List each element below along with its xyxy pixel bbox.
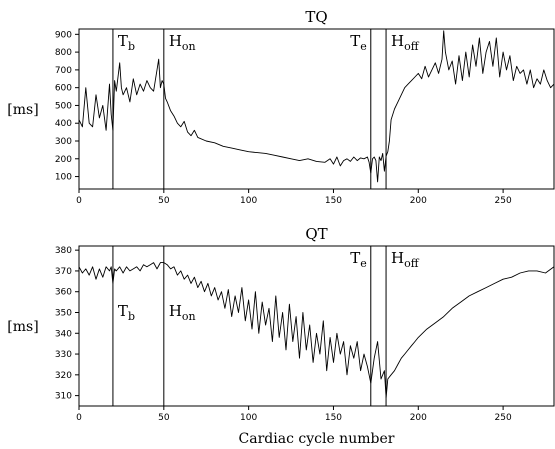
chart-panel-tq: TQ [ms] 0 50 100 150 200 250 100 200 300 400 500 600 7… — [7, 8, 555, 206]
y-tick-label: 500 — [55, 101, 72, 111]
chart-panel-qt: QT [ms] Cardiac cycle number 0 50 100 150 200 25… — [7, 225, 555, 447]
x-tick-label: 50 — [158, 196, 170, 206]
y-axis-label: [ms] — [7, 102, 38, 118]
y-tick-label: 360 — [55, 288, 72, 298]
y-tick-label: 310 — [55, 392, 72, 402]
y-tick-label: 320 — [55, 371, 72, 381]
marker-label-hoff: Hoff — [391, 249, 420, 270]
marker-label-te: Te — [350, 32, 367, 53]
x-tick-label: 250 — [495, 413, 512, 423]
y-tick-label: 800 — [55, 48, 72, 58]
series-line-tq — [78, 30, 555, 183]
y-tick-label: 330 — [55, 350, 72, 360]
y-tick-label: 380 — [55, 246, 72, 256]
x-axis-label: Cardiac cycle number — [239, 431, 395, 447]
y-tick-label: 340 — [55, 329, 72, 339]
x-tick-label: 200 — [410, 413, 427, 423]
x-tick-label: 200 — [410, 196, 427, 206]
chart-title: TQ — [305, 8, 327, 26]
x-tick-label: 100 — [240, 413, 257, 423]
y-tick-label: 200 — [55, 155, 72, 165]
x-tick-label: 150 — [325, 413, 342, 423]
marker-label-hoff: Hoff — [391, 32, 420, 53]
y-tick-label: 700 — [55, 66, 72, 76]
plot-frame — [78, 28, 555, 190]
x-tick-label: 50 — [158, 413, 170, 423]
y-tick-label: 900 — [55, 30, 72, 40]
y-tick-label: 300 — [55, 137, 72, 147]
x-tick-label: 250 — [495, 196, 512, 206]
marker-label-tb: Tb — [118, 302, 135, 323]
x-tick-label: 0 — [76, 196, 82, 206]
chart-title: QT — [305, 225, 327, 243]
x-tick-label: 150 — [325, 196, 342, 206]
marker-label-hon: Hon — [169, 302, 196, 323]
marker-label-te: Te — [350, 249, 367, 270]
y-axis-label: [ms] — [7, 319, 38, 335]
y-tick-label: 370 — [55, 267, 72, 277]
y-tick-label: 100 — [55, 173, 72, 183]
x-tick-label: 100 — [240, 196, 257, 206]
series-line-qt — [78, 262, 555, 399]
marker-label-tb: Tb — [118, 32, 135, 53]
y-tick-label: 400 — [55, 119, 72, 129]
plot-frame — [78, 245, 555, 407]
y-tick-label: 600 — [55, 84, 72, 94]
y-tick-label: 350 — [55, 308, 72, 318]
marker-label-hon: Hon — [169, 32, 196, 53]
x-tick-label: 0 — [76, 413, 82, 423]
